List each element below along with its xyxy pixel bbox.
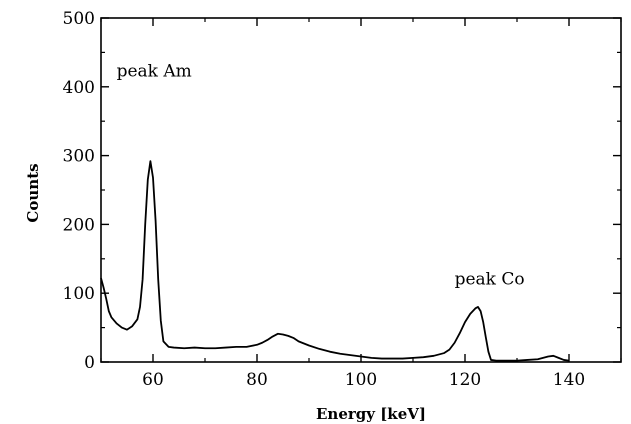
annotation-label: peak Co <box>455 269 525 289</box>
x-tick-label: 140 <box>553 370 585 390</box>
y-tick-label: 500 <box>63 9 95 29</box>
x-tick-label: 60 <box>142 370 164 390</box>
x-axis-label: Energy [keV] <box>316 405 426 423</box>
y-tick-label: 0 <box>84 353 95 373</box>
y-axis-label: Counts <box>24 163 42 222</box>
x-tick-label: 120 <box>449 370 481 390</box>
x-tick-label: 100 <box>345 370 377 390</box>
x-tick-label: 80 <box>246 370 268 390</box>
spectrum-line <box>100 160 570 362</box>
y-tick-label: 100 <box>63 284 95 304</box>
y-tick-label: 300 <box>63 147 95 167</box>
y-tick-label: 400 <box>63 78 95 98</box>
y-tick-label: 200 <box>63 215 95 235</box>
annotation-label: peak Am <box>117 61 192 81</box>
